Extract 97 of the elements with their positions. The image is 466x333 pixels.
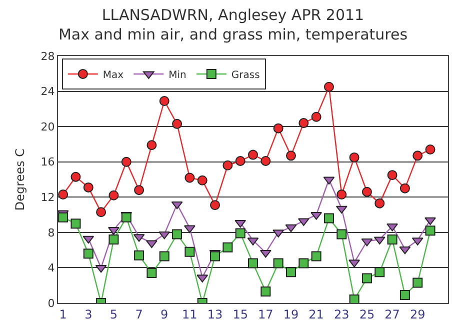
point: [248, 258, 258, 268]
x-tick-label: 11: [182, 307, 198, 322]
chart-subtitle: Max and min air, and grass min, temperatures: [58, 25, 408, 44]
y-tick-label: 4: [48, 262, 55, 275]
point: [324, 82, 334, 92]
legend-label: Grass: [231, 70, 260, 81]
point: [374, 198, 385, 208]
point: [387, 234, 398, 244]
point: [425, 226, 436, 236]
point: [260, 286, 271, 297]
legend-label: Max: [102, 70, 124, 81]
point: [58, 190, 68, 200]
point: [286, 267, 296, 278]
point: [159, 96, 170, 106]
y-tick-label: 16: [40, 156, 55, 169]
point: [311, 251, 322, 262]
point: [400, 183, 410, 194]
point: [184, 246, 195, 257]
point: [210, 251, 220, 262]
point: [158, 231, 170, 240]
point: [324, 213, 334, 224]
point: [234, 220, 246, 228]
point: [387, 170, 398, 180]
point: [171, 201, 183, 210]
point: [108, 234, 119, 244]
y-axis-title: Degrees C: [13, 148, 27, 211]
point: [222, 242, 233, 252]
point: [134, 250, 144, 260]
point: [336, 229, 347, 240]
point: [336, 190, 347, 200]
x-tick-label: 23: [334, 307, 350, 322]
point: [286, 150, 296, 161]
point: [273, 123, 284, 134]
point: [184, 225, 196, 234]
point: [336, 206, 348, 214]
point: [248, 150, 258, 160]
point: [412, 278, 423, 288]
point: [70, 218, 81, 229]
y-tick-label: 28: [40, 50, 55, 63]
point: [184, 172, 195, 183]
x-tick-label: 21: [308, 307, 324, 322]
point: [412, 150, 423, 161]
point: [96, 207, 106, 218]
point: [260, 250, 272, 258]
y-tick-label: 8: [48, 226, 55, 240]
y-tick-label: 0: [48, 296, 55, 310]
point: [260, 156, 271, 166]
point: [82, 236, 94, 244]
point: [400, 290, 410, 300]
chart-title: LLANSADWRN, Anglesey APR 2011: [102, 6, 364, 24]
point: [425, 144, 436, 155]
point: [424, 217, 436, 226]
point: [83, 248, 94, 259]
point: [58, 212, 68, 222]
y-tick-label: 20: [40, 120, 55, 134]
x-tick-label: 27: [384, 307, 400, 322]
point: [285, 224, 297, 232]
x-tick-label: 5: [110, 307, 118, 322]
point: [108, 190, 119, 200]
point: [235, 156, 246, 166]
point: [197, 175, 208, 186]
point: [298, 118, 309, 128]
y-tick-label: 24: [40, 85, 55, 98]
x-tick-label: 3: [84, 307, 92, 322]
x-tick-label: 17: [258, 307, 274, 322]
point: [273, 258, 284, 268]
point: [70, 172, 81, 182]
point: [362, 273, 372, 284]
x-tick-label: 19: [283, 307, 299, 322]
y-tick-label: 12: [40, 190, 55, 204]
point: [235, 228, 246, 238]
point: [146, 140, 157, 150]
point: [374, 267, 385, 278]
x-tick-label: 1: [59, 307, 67, 322]
point: [399, 246, 411, 254]
point: [298, 258, 309, 268]
point: [172, 229, 182, 240]
x-tick-label: 13: [207, 307, 223, 322]
point: [121, 156, 132, 167]
point: [159, 251, 170, 262]
point: [95, 264, 107, 273]
point: [311, 112, 322, 122]
point: [83, 182, 94, 192]
point: [134, 185, 144, 196]
point: [210, 200, 220, 210]
legend-label: Min: [168, 70, 186, 81]
point: [362, 186, 372, 197]
point: [222, 160, 233, 170]
point: [146, 268, 157, 278]
x-tick-label: 29: [410, 307, 426, 322]
point: [349, 152, 360, 162]
x-tick-label: 7: [135, 307, 143, 322]
point: [172, 118, 182, 129]
point: [146, 240, 158, 248]
x-tick-label: 15: [232, 307, 248, 322]
x-tick-label: 25: [359, 307, 375, 322]
x-tick-label: 9: [160, 307, 168, 322]
